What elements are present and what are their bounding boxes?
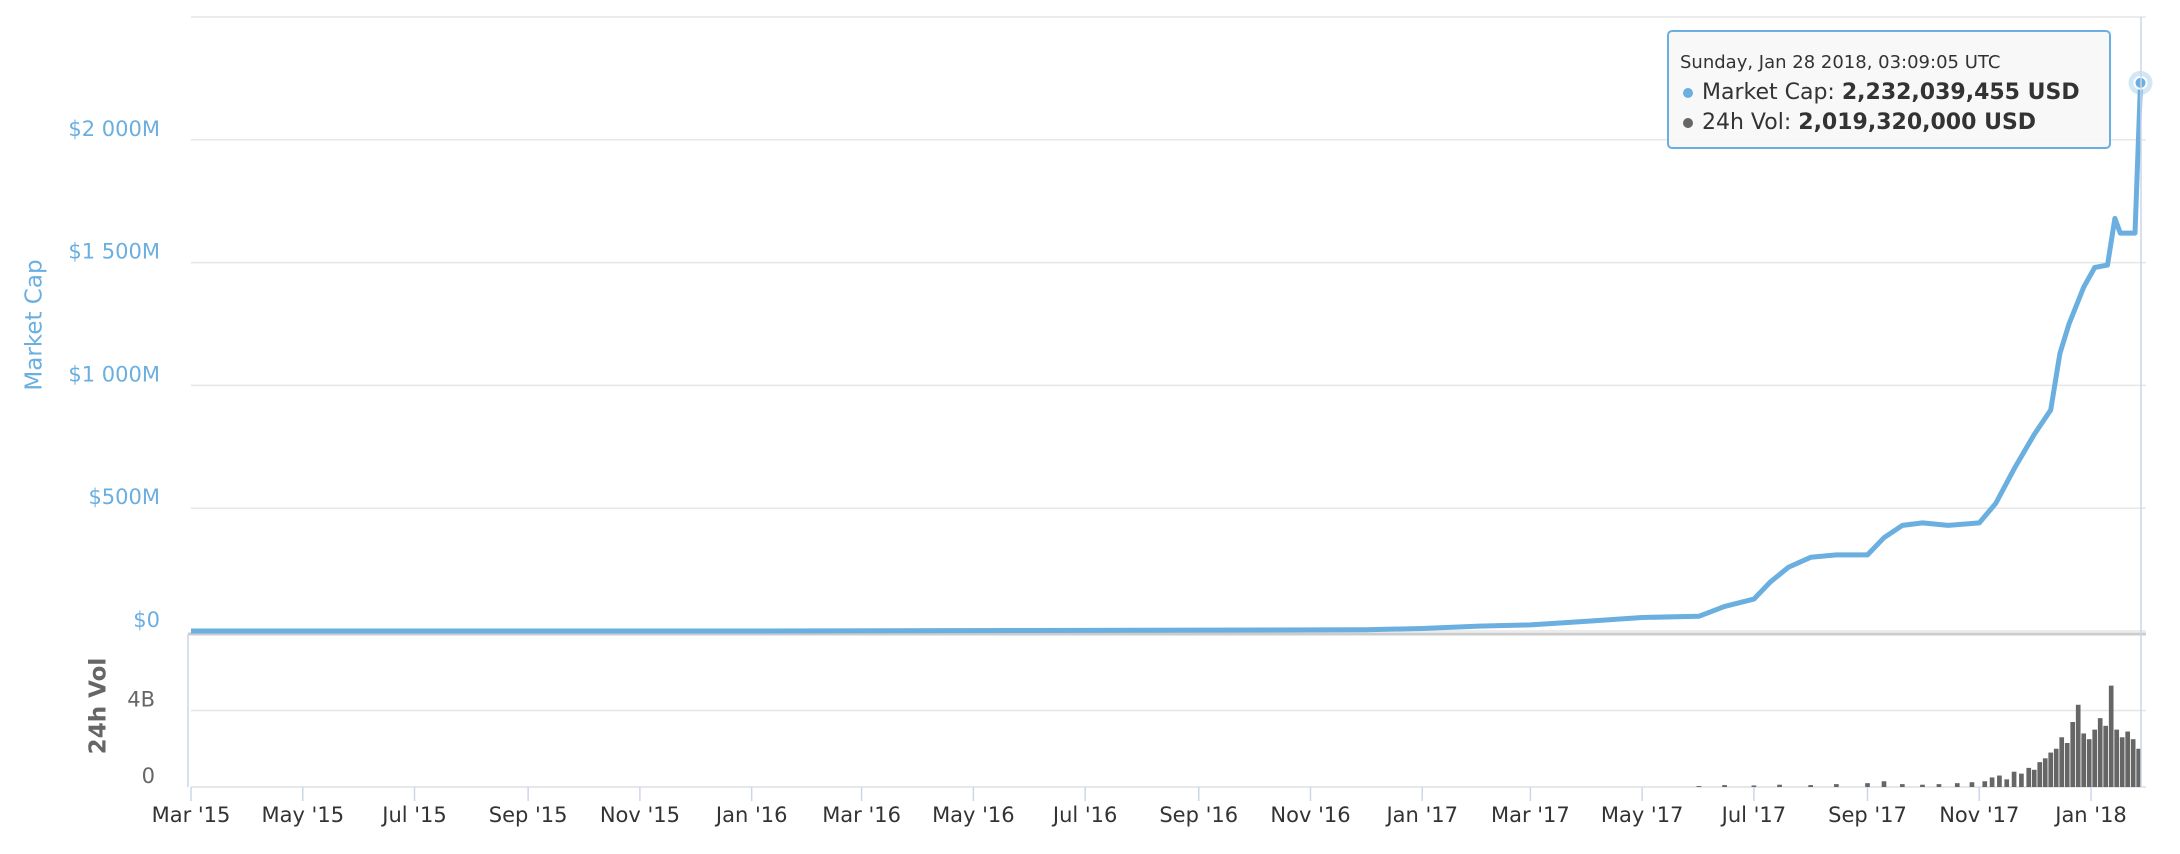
x-tick-label: Jul '15 [380, 803, 447, 827]
x-tick-label: Jul '16 [1051, 803, 1118, 827]
volume-bar [1982, 781, 1988, 787]
y-axis-title: Market Cap [22, 259, 48, 390]
volume-bar [1899, 784, 1905, 787]
volume-bar [2004, 779, 2010, 787]
x-tick-label: May '17 [1601, 803, 1684, 827]
y2-axis-title: 24h Vol [86, 658, 112, 755]
y-tick-label: $1 000M [68, 362, 160, 386]
volume-bar [2070, 721, 2076, 787]
volume-bar [2037, 762, 2043, 787]
x-tick-label: Sep '16 [1159, 803, 1238, 827]
volume-bar [2125, 731, 2131, 787]
volume-bar [1696, 786, 1702, 787]
volume-bar [1808, 785, 1814, 787]
volume-bar [1989, 777, 1995, 787]
x-tick-label: May '16 [932, 803, 1015, 827]
volume-bar [2019, 773, 2024, 787]
y-tick-label: $2 000M [68, 117, 160, 141]
tooltip-label: 24h Vol: [1702, 110, 1791, 135]
y-tick-label: 0 [142, 764, 155, 788]
volume-bar [2048, 752, 2054, 787]
volume-bar [1777, 784, 1782, 787]
x-tick-label: Jul '17 [1720, 803, 1787, 827]
x-tick-label: Jan '18 [2053, 803, 2127, 827]
tooltip: Sunday, Jan 28 2018, 03:09:05 UTC Market… [1667, 30, 2111, 149]
volume-bar [2136, 748, 2142, 787]
tooltip-label: Market Cap: [1702, 80, 1835, 105]
volume-bar [1920, 784, 1925, 787]
volume-bar [2075, 704, 2081, 787]
x-tick-label: Mar '17 [1491, 803, 1570, 827]
x-tick-label: Mar '15 [152, 803, 231, 827]
x-tick-label: Sep '17 [1828, 803, 1907, 827]
x-tick-label: Jan '16 [714, 803, 788, 827]
x-tick-label: May '15 [261, 803, 344, 827]
volume-bar [2011, 771, 2017, 787]
volume-bar [2103, 725, 2109, 787]
volume-bar [2064, 743, 2070, 787]
x-tick-label: Nov '17 [1939, 803, 2019, 827]
volume-bar [2053, 748, 2059, 787]
volume-bar [2059, 737, 2065, 787]
volume-bar [2026, 767, 2032, 787]
x-tick-label: Jan '17 [1384, 803, 1458, 827]
x-tick-label: Nov '16 [1270, 803, 1350, 827]
tooltip-item: 24h Vol: 2,019,320,000 USD [1702, 110, 2036, 135]
volume-bar [1751, 785, 1757, 787]
tooltip-value: 2,019,320,000 USD [1798, 110, 2036, 135]
volume-bar [1881, 781, 1887, 787]
plot-area: $0 $500M $1 000M $1 500M $2 000M 0 4B Mar '15 Ma… [68, 70, 2153, 827]
y-tick-label: $500M [88, 485, 160, 509]
volume-bar [2081, 733, 2087, 787]
x-tick-label: Sep '15 [489, 803, 568, 827]
market-cap-line [191, 82, 2143, 634]
volume-bar [2119, 737, 2125, 787]
volume-bar [1954, 783, 1960, 787]
y-tick-label: $1 500M [68, 240, 160, 264]
x-tick-label: Nov '15 [600, 803, 680, 827]
y-tick-label: 4B [127, 688, 155, 712]
volume-bar [1936, 784, 1942, 787]
volume-bar [1865, 783, 1870, 787]
volume-bar [2097, 718, 2103, 787]
volume-bar [2114, 729, 2120, 787]
volume-bar [1722, 785, 1727, 787]
tooltip-date: Sunday, Jan 28 2018, 03:09:05 UTC [1680, 52, 2000, 73]
volume-bar [1834, 784, 1839, 787]
volume-bar [2031, 769, 2037, 787]
volume-bar [1969, 782, 1975, 787]
x-tick-label: Mar '16 [822, 803, 901, 827]
volume-bar [2092, 729, 2098, 787]
volume-bar [2130, 739, 2136, 787]
tooltip-box [1667, 30, 2111, 149]
tooltip-dot [1683, 118, 1693, 128]
y-tick-label: $0 [133, 608, 160, 632]
tooltip-dot [1683, 88, 1693, 98]
volume-bar [2108, 685, 2114, 787]
tooltip-item: Market Cap: 2,232,039,455 USD [1702, 80, 2080, 105]
tooltip-value: 2,232,039,455 USD [1842, 80, 2080, 105]
volume-bar [1997, 775, 2002, 787]
volume-bar [2086, 739, 2092, 787]
volume-bar [2042, 758, 2048, 787]
